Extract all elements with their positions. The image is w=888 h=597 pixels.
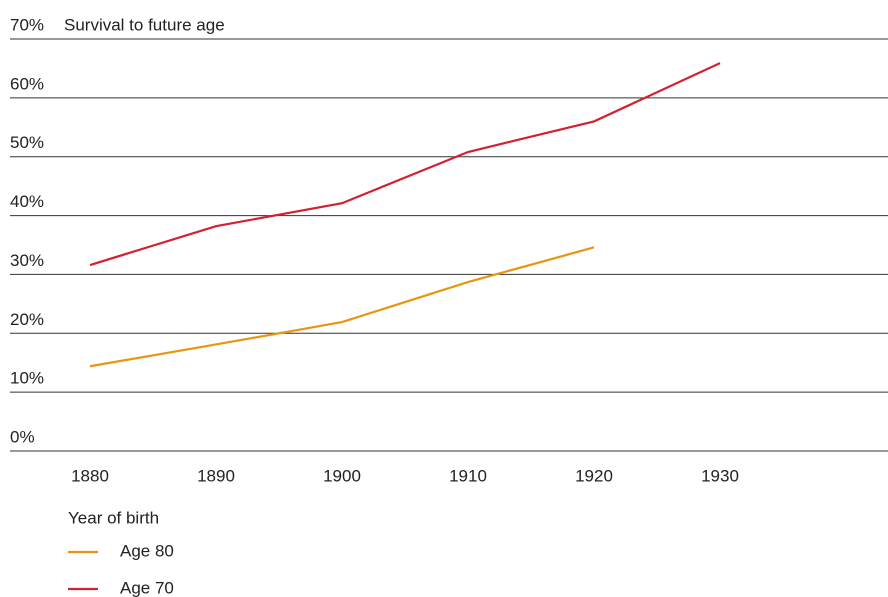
series-line bbox=[89, 246, 595, 368]
y-tick-label: 60% bbox=[10, 74, 44, 93]
legend-label: Age 70 bbox=[120, 578, 174, 597]
y-tick-label: 70% bbox=[10, 15, 44, 34]
y-tick-label: 0% bbox=[10, 427, 35, 446]
x-tick-label: 1930 bbox=[701, 466, 739, 485]
x-tick-label: 1920 bbox=[575, 466, 613, 485]
chart-title: Survival to future age bbox=[64, 15, 225, 34]
x-tick-label: 1890 bbox=[197, 466, 235, 485]
x-tick-label: 1880 bbox=[71, 466, 109, 485]
series-line bbox=[89, 62, 721, 267]
x-tick-label: 1900 bbox=[323, 466, 361, 485]
x-axis-label: Year of birth bbox=[68, 508, 159, 527]
x-tick-label: 1910 bbox=[449, 466, 487, 485]
y-tick-label: 40% bbox=[10, 192, 44, 211]
legend-label: Age 80 bbox=[120, 541, 174, 560]
y-tick-label: 30% bbox=[10, 251, 44, 270]
y-tick-label: 50% bbox=[10, 133, 44, 152]
y-tick-label: 20% bbox=[10, 310, 44, 329]
y-tick-label: 10% bbox=[10, 369, 44, 388]
